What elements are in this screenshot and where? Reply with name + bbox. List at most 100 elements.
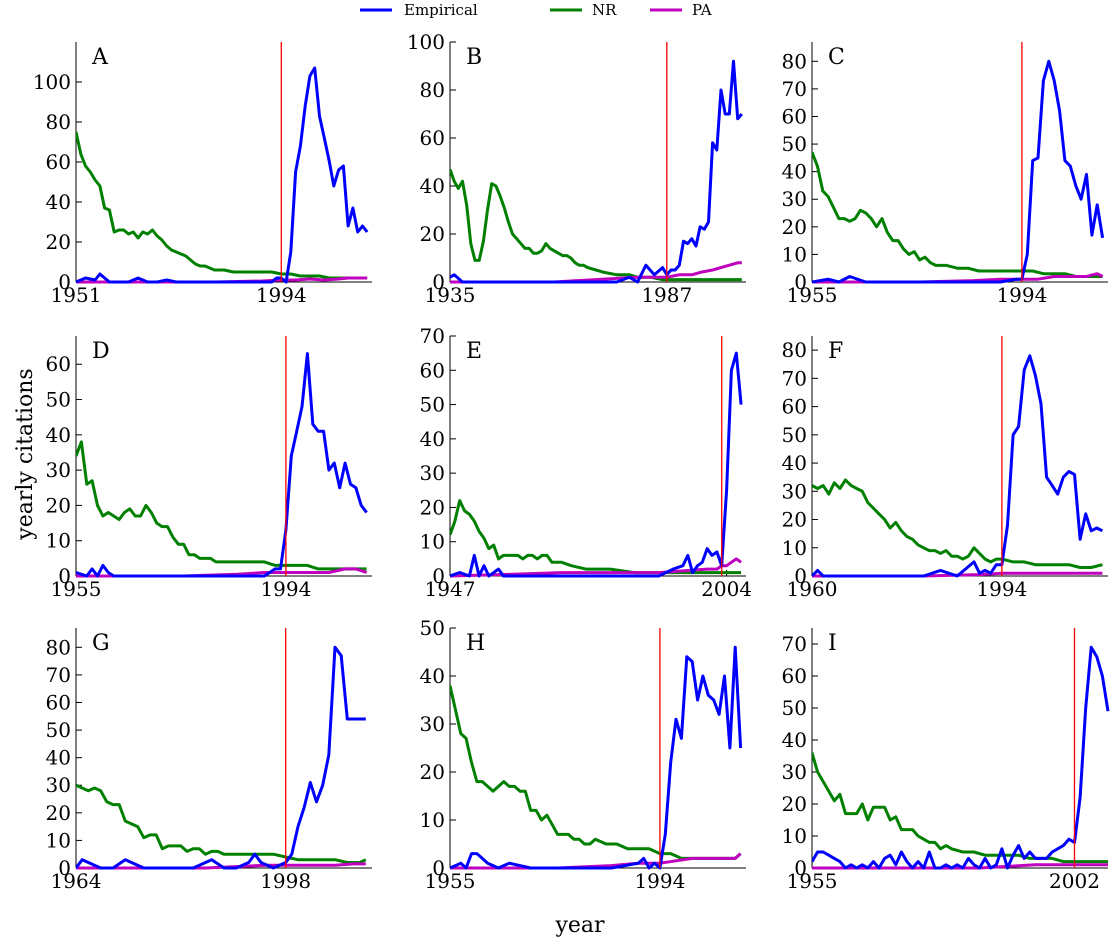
y-tick-label-f-80: 80 (782, 338, 807, 362)
y-tick-label-e-70: 70 (420, 324, 445, 348)
x-tick-label-g-1964: 1964 (51, 869, 102, 893)
panel-f: 0 10 20 30 40 50 60 70 80 1960 1994 F (782, 336, 1108, 601)
x-tick-label-b-1935: 1935 (425, 283, 476, 307)
x-tick-label-b-1987: 1987 (641, 283, 692, 307)
y-tick-label-h-20: 20 (420, 760, 445, 784)
panel-h: 0 10 20 30 40 50 1955 1994 H (420, 616, 746, 893)
panel-letter-b: B (466, 45, 482, 70)
y-tick-label-g-60: 60 (46, 690, 71, 714)
y-tick-label-c-0: 0 (794, 270, 807, 294)
x-axis-label: year (554, 913, 605, 938)
x-tick-label-c-1955: 1955 (787, 283, 838, 307)
y-tick-label-a-100: 100 (33, 70, 71, 94)
x-tick-label-h-1994: 1994 (634, 869, 685, 893)
y-tick-label-f-40: 40 (782, 451, 807, 475)
y-tick-label-g-10: 10 (46, 828, 71, 852)
series-nr-g (76, 783, 367, 864)
y-tick-label-b-20: 20 (420, 222, 445, 246)
x-tick-label-d-1994: 1994 (260, 577, 311, 601)
x-tick-label-a-1994: 1994 (256, 283, 307, 307)
y-tick-label-g-80: 80 (46, 635, 71, 659)
y-tick-label-g-50: 50 (46, 718, 71, 742)
y-tick-label-d-40: 40 (46, 423, 71, 447)
series-nr-b (450, 168, 742, 282)
y-tick-label-c-80: 80 (782, 49, 807, 73)
series-pa-e (450, 557, 742, 578)
y-tick-label-i-20: 20 (782, 792, 807, 816)
x-tick-label-f-1994: 1994 (976, 577, 1027, 601)
y-tick-label-e-20: 20 (420, 495, 445, 519)
panel-e: 0 10 20 30 40 50 60 70 1947 2004 E (420, 324, 752, 601)
series-empirical-f (812, 354, 1104, 578)
series-empirical-a (76, 66, 369, 284)
panel-letter-d: D (92, 339, 110, 364)
x-tick-label-i-1955: 1955 (787, 869, 838, 893)
series-empirical-g (76, 645, 366, 870)
panel-letter-e: E (466, 339, 482, 364)
y-tick-label-d-60: 60 (46, 352, 71, 376)
y-tick-label-d-50: 50 (46, 388, 71, 412)
y-tick-label-b-100: 100 (407, 30, 445, 54)
series-nr-a (76, 131, 368, 280)
y-tick-label-b-40: 40 (420, 174, 445, 198)
y-tick-label-e-40: 40 (420, 427, 445, 451)
y-tick-label-g-40: 40 (46, 746, 71, 770)
x-tick-label-c-1994: 1994 (996, 283, 1047, 307)
panel-d: 0 10 20 30 40 50 60 1955 1994 D (46, 336, 372, 601)
x-tick-label-h-1955: 1955 (425, 869, 476, 893)
y-tick-label-b-60: 60 (420, 126, 445, 150)
panel-i: 0 10 20 30 40 50 60 70 1955 2002 I (782, 628, 1110, 893)
y-tick-label-f-0: 0 (794, 564, 807, 588)
legend-label-pa: PA (692, 1, 712, 19)
x-tick-label-e-1947: 1947 (425, 577, 476, 601)
y-tick-label-a-60: 60 (46, 150, 71, 174)
y-tick-label-f-30: 30 (782, 479, 807, 503)
y-tick-label-h-30: 30 (420, 712, 445, 736)
y-tick-label-g-30: 30 (46, 773, 71, 797)
panel-letter-f: F (828, 339, 843, 364)
series-empirical-c (812, 59, 1105, 284)
y-tick-label-a-0: 0 (58, 270, 71, 294)
y-tick-label-c-70: 70 (782, 77, 807, 101)
y-tick-label-f-10: 10 (782, 536, 807, 560)
legend-label-nr: NR (592, 1, 617, 19)
series-empirical-d (76, 352, 368, 578)
y-tick-label-f-20: 20 (782, 508, 807, 532)
y-tick-label-c-20: 20 (782, 215, 807, 239)
y-tick-label-e-0: 0 (432, 564, 445, 588)
y-tick-label-c-10: 10 (782, 242, 807, 266)
x-tick-label-d-1955: 1955 (51, 577, 102, 601)
x-tick-label-g-1998: 1998 (260, 869, 311, 893)
y-tick-label-i-70: 70 (782, 632, 807, 656)
panel-letter-g: G (92, 631, 110, 656)
y-tick-label-d-0: 0 (58, 564, 71, 588)
panel-letter-a: A (91, 45, 109, 70)
series-empirical-e (450, 351, 743, 578)
series-nr-d (76, 440, 367, 571)
y-tick-label-f-50: 50 (782, 423, 807, 447)
x-tick-label-e-2004: 2004 (701, 577, 752, 601)
y-tick-label-e-50: 50 (420, 393, 445, 417)
y-tick-label-i-60: 60 (782, 664, 807, 688)
y-tick-label-g-0: 0 (58, 856, 71, 880)
y-tick-label-a-40: 40 (46, 190, 71, 214)
panel-letter-c: C (828, 45, 845, 70)
y-tick-label-i-30: 30 (782, 760, 807, 784)
y-tick-label-f-70: 70 (782, 366, 807, 390)
y-tick-label-a-80: 80 (46, 110, 71, 134)
legend-label-empirical: Empirical (404, 1, 478, 19)
y-axis-label: yearly citations (13, 368, 38, 540)
y-tick-label-e-10: 10 (420, 530, 445, 554)
series-pa-a (76, 276, 368, 284)
y-tick-label-b-80: 80 (420, 78, 445, 102)
y-tick-label-d-10: 10 (46, 529, 71, 553)
y-tick-label-h-40: 40 (420, 664, 445, 688)
legend: Empirical NR PA (360, 1, 712, 19)
y-tick-label-a-20: 20 (46, 230, 71, 254)
y-tick-label-c-40: 40 (782, 160, 807, 184)
y-tick-label-h-50: 50 (420, 616, 445, 640)
y-tick-label-c-30: 30 (782, 187, 807, 211)
y-tick-label-h-0: 0 (432, 856, 445, 880)
